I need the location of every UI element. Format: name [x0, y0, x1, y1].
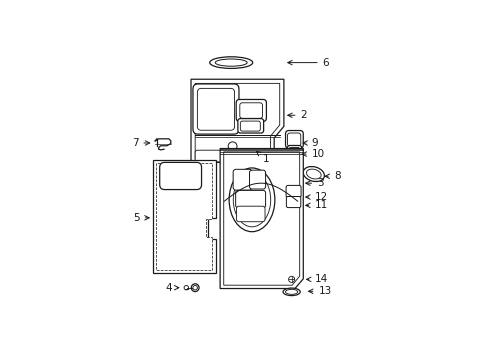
Polygon shape [220, 149, 303, 288]
FancyBboxPatch shape [240, 121, 260, 131]
Ellipse shape [306, 169, 321, 179]
FancyBboxPatch shape [236, 99, 266, 121]
FancyBboxPatch shape [249, 170, 265, 189]
Ellipse shape [283, 288, 300, 296]
Text: 6: 6 [287, 58, 328, 68]
Text: 13: 13 [308, 286, 331, 296]
FancyBboxPatch shape [285, 131, 303, 148]
Text: 12: 12 [305, 192, 327, 202]
FancyBboxPatch shape [160, 162, 201, 190]
Circle shape [228, 142, 237, 151]
FancyBboxPatch shape [288, 148, 299, 157]
FancyBboxPatch shape [233, 169, 251, 190]
Circle shape [193, 285, 197, 290]
Text: 2: 2 [287, 110, 306, 120]
Text: 9: 9 [303, 138, 318, 148]
Text: 1: 1 [256, 152, 269, 164]
Text: 8: 8 [325, 171, 340, 181]
Text: 4: 4 [164, 283, 179, 293]
Polygon shape [153, 159, 216, 273]
Circle shape [183, 285, 188, 290]
FancyBboxPatch shape [239, 103, 262, 118]
Ellipse shape [303, 167, 324, 181]
Text: 5: 5 [133, 213, 149, 223]
FancyBboxPatch shape [193, 84, 239, 134]
Text: 14: 14 [306, 274, 327, 284]
FancyBboxPatch shape [235, 190, 265, 208]
FancyBboxPatch shape [285, 185, 301, 198]
Text: 11: 11 [305, 201, 327, 210]
FancyBboxPatch shape [195, 150, 264, 162]
Text: 7: 7 [131, 138, 149, 148]
Polygon shape [156, 163, 212, 270]
Text: 10: 10 [302, 149, 324, 159]
FancyBboxPatch shape [197, 89, 234, 130]
FancyBboxPatch shape [286, 197, 300, 208]
FancyBboxPatch shape [287, 145, 301, 158]
Polygon shape [155, 139, 170, 150]
Circle shape [288, 276, 294, 283]
Circle shape [191, 284, 199, 292]
Ellipse shape [285, 289, 297, 294]
Ellipse shape [215, 59, 246, 66]
FancyBboxPatch shape [236, 206, 264, 222]
Text: 3: 3 [305, 178, 323, 188]
Polygon shape [195, 84, 279, 159]
Polygon shape [224, 152, 299, 285]
Ellipse shape [209, 57, 252, 68]
Polygon shape [191, 79, 284, 162]
Ellipse shape [233, 173, 270, 227]
FancyBboxPatch shape [237, 118, 263, 133]
FancyBboxPatch shape [287, 133, 300, 146]
Ellipse shape [229, 168, 274, 232]
